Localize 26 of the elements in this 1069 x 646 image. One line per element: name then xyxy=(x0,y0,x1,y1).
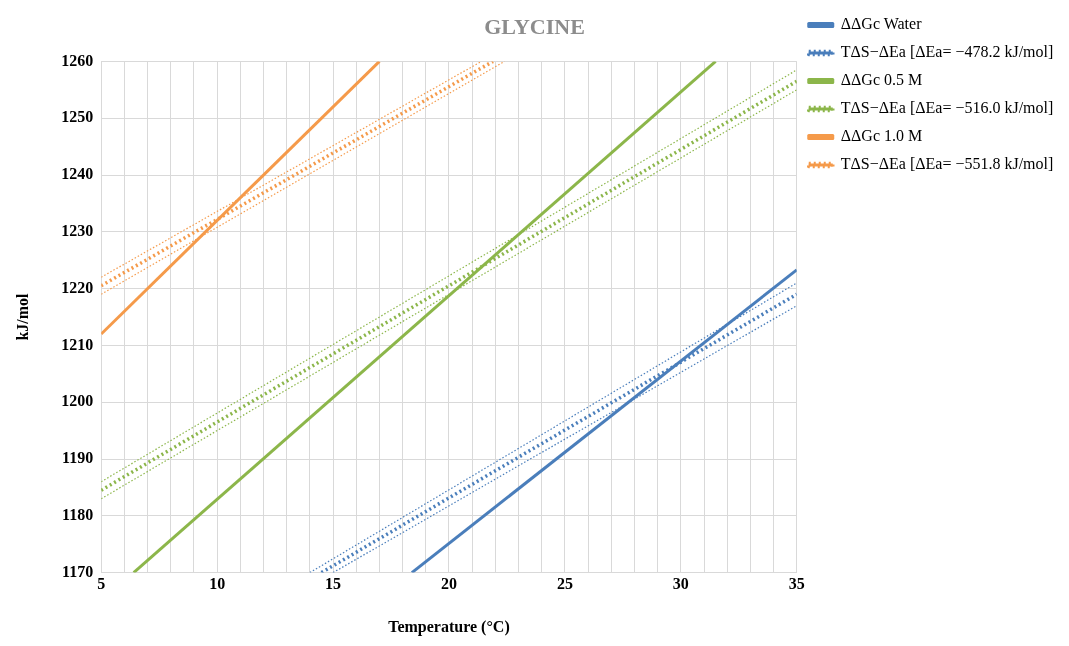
chart-title: GLYCINE xyxy=(484,13,585,39)
legend-label: ΔΔGc Water xyxy=(840,15,923,33)
y-tick-label: 1170 xyxy=(62,562,94,580)
legend-label: TΔS−ΔEa [ΔEa= −516.0 kJ/mol] xyxy=(840,99,1054,117)
legend-label: ΔΔGc 0.5 M xyxy=(840,71,923,89)
y-tick-label: 1190 xyxy=(62,449,94,467)
x-tick-label: 5 xyxy=(97,575,106,593)
x-tick-label: 15 xyxy=(325,575,342,593)
legend-label: TΔS−ΔEa [ΔEa= −551.8 kJ/mol] xyxy=(840,155,1054,173)
y-tick-label: 1200 xyxy=(61,392,94,410)
x-tick-label: 20 xyxy=(440,575,457,593)
y-axis-title: kJ/mol xyxy=(13,292,31,341)
y-tick-label: 1240 xyxy=(61,165,94,183)
y-tick-label: 1210 xyxy=(61,335,94,353)
y-tick-label: 1250 xyxy=(61,108,94,126)
y-tick-label: 1230 xyxy=(61,221,94,239)
x-tick-label: 25 xyxy=(556,575,573,593)
x-tick-label: 35 xyxy=(788,575,805,593)
y-tick-label: 1260 xyxy=(61,51,94,69)
legend-label: ΔΔGc 1.0 M xyxy=(840,127,923,145)
y-tick-label: 1180 xyxy=(62,505,94,523)
legend-label: TΔS−ΔEa [ΔEa= −478.2 kJ/mol] xyxy=(840,43,1054,61)
y-tick-label: 1220 xyxy=(61,278,94,296)
x-axis-title: Temperature (°C) xyxy=(388,617,510,636)
x-tick-label: 30 xyxy=(672,575,689,593)
x-tick-label: 10 xyxy=(209,575,226,593)
